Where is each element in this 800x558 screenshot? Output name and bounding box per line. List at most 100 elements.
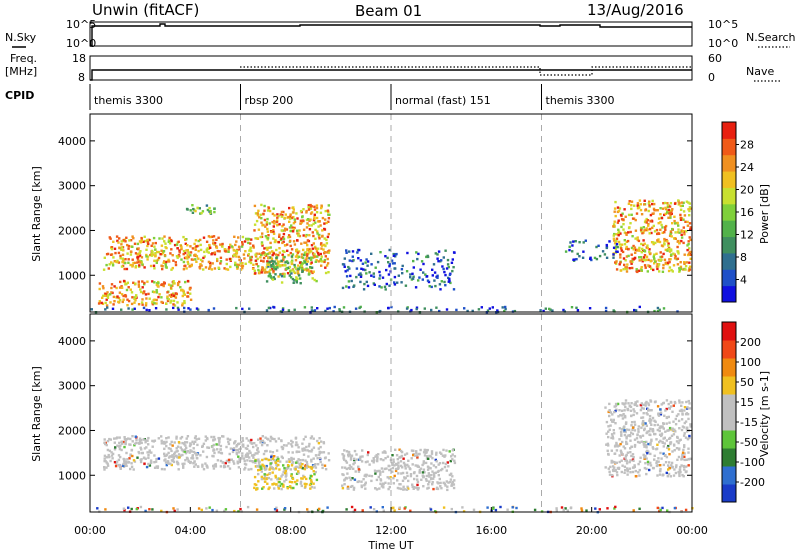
echo-cell [391,470,394,473]
echo-cell [300,242,303,245]
nsky-panel: 10^5 10^0 10^5 10^0 N.Sky N.Search [5,18,796,50]
echo-cell [390,506,394,510]
echo-cell [674,231,677,234]
echo-cell [216,459,220,462]
echo-cell [274,253,278,256]
echo-cell [290,443,293,446]
echo-cell [370,263,373,266]
echo-cell [676,245,679,249]
echo-cell [252,246,255,249]
echo-cell [100,301,103,305]
echo-cell [293,220,297,224]
echo-cell [612,309,615,312]
echo-cell [653,309,656,313]
echo-cell [290,262,294,266]
echo-cell [316,255,319,258]
echo-cell [243,257,246,260]
echo-cell [555,509,558,512]
echo-cell [105,443,108,447]
echo-cell [266,217,269,221]
echo-cell [155,291,159,294]
echo-cell [205,464,208,467]
echo-cell [668,260,671,264]
echo-cell [277,463,280,467]
echo-cell [674,430,677,433]
echo-cell [301,467,304,470]
echo-cell [359,272,362,275]
echo-cell [609,411,613,414]
echo-cell [647,403,651,407]
echo-cell [660,258,663,261]
echo-cell [138,265,141,268]
echo-cell [261,439,265,443]
echo-cell [347,453,350,456]
echo-cell [641,232,644,235]
echo-cell [266,444,269,447]
echo-cell [344,459,348,463]
echo-cell [147,242,150,246]
x-tick-label: 16:00 [475,524,507,537]
echo-cell [646,413,649,416]
echo-cell [169,284,173,287]
echo-cell [386,476,389,479]
echo-cell [132,261,135,265]
echo-cell [235,306,238,310]
echo-cell [437,250,441,253]
echo-cell [167,239,171,242]
echo-cell [112,303,115,306]
echo-cell [276,266,279,269]
echo-cell [372,275,376,278]
echo-cell [277,275,280,278]
echo-cell [645,450,648,454]
echo-cell [658,240,662,244]
echo-cell [615,441,618,445]
echo-cell [668,234,672,237]
echo-cell [643,199,646,202]
echo-cell [293,308,296,311]
echo-cell [649,464,653,467]
echo-cell [273,260,276,263]
echo-cell [292,240,296,243]
echo-cell [345,467,348,471]
echo-cell [399,460,403,463]
echo-cell [121,300,124,304]
echo-cell [155,302,158,305]
echo-cell [283,275,286,278]
echo-cell [418,470,421,473]
echo-cell [319,460,322,464]
echo-cell [227,465,230,468]
echo-cell [634,237,637,240]
echo-cell [125,451,128,455]
echo-cell [196,457,199,460]
echo-cell [492,507,495,510]
echo-cell [678,447,681,450]
echo-cell [109,237,112,240]
echo-cell [273,222,276,225]
echo-cell [303,241,306,244]
echo-cell [156,250,159,254]
echo-cell [284,227,287,230]
echo-cell [282,223,285,226]
echo-cell [301,215,304,218]
echo-cell [310,270,313,273]
colorbar-tick-label: -15 [740,416,758,429]
echo-cell [105,455,108,459]
echo-cell [279,213,282,216]
echo-cell [131,308,134,311]
echo-cell [179,286,182,289]
echo-cell [375,478,379,482]
echo-cell [305,267,308,270]
echo-cell [118,447,122,451]
echo-cell [688,202,691,205]
echo-cell [341,484,344,487]
echo-cell [663,258,667,261]
echo-cell [620,433,623,436]
echo-cell [103,454,107,457]
echo-cell [620,428,624,431]
echo-cell [264,235,268,238]
echo-cell [666,475,669,478]
echo-cell [674,237,677,240]
echo-cell [149,253,152,257]
echo-cell [140,441,143,445]
echo-cell [666,509,669,512]
